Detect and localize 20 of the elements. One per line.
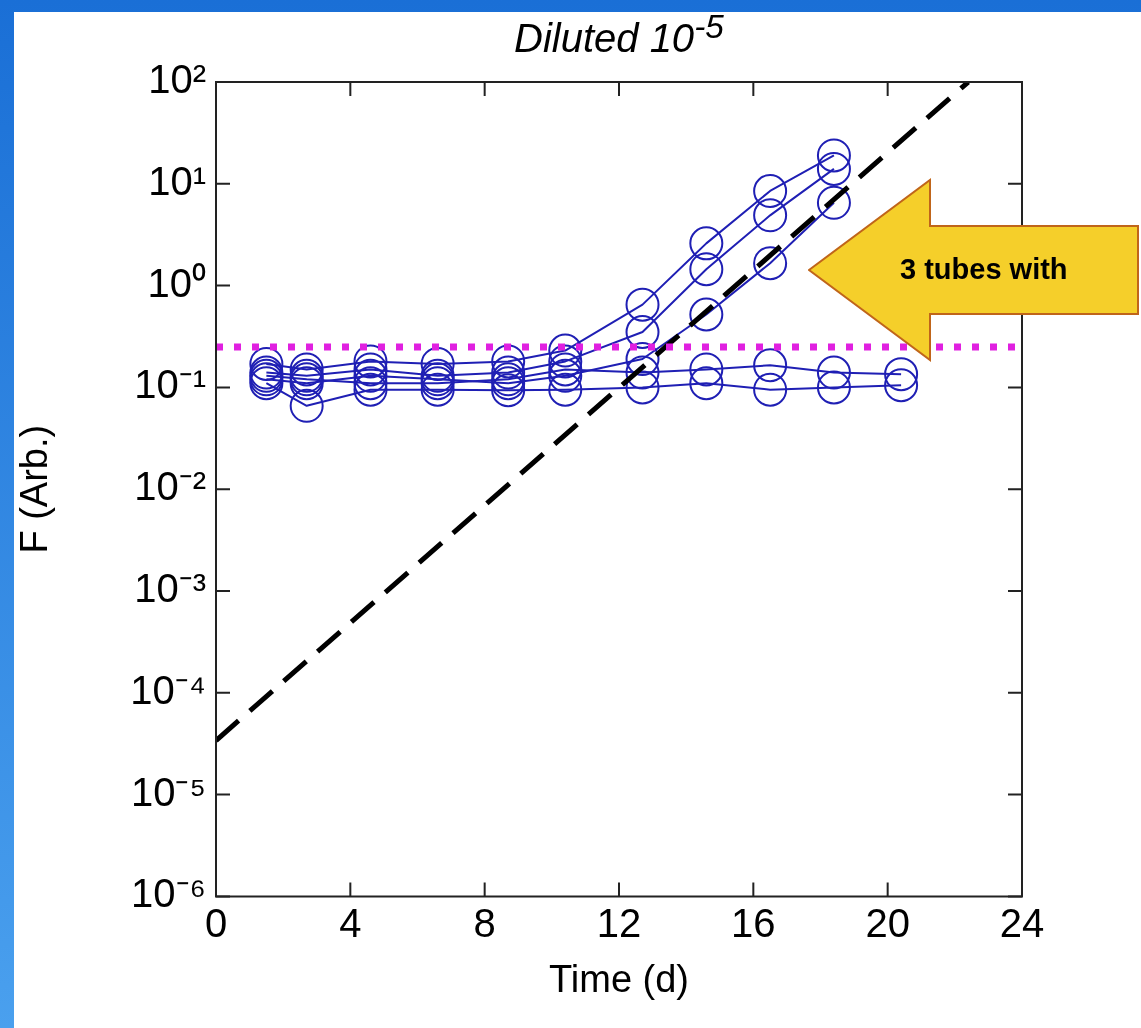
x-axis-title: Time (d) [548,957,690,1000]
y-tick-label: 10⁰ [147,260,206,305]
y-tick-label: 10² [148,57,206,102]
x-tick-label: 8 [473,901,496,946]
annotation: 3 tubes with [900,253,1068,286]
x-tick-label: 16 [731,901,776,946]
x-tick-label: 4 [339,901,362,946]
x-tick-label: 12 [596,901,642,946]
y-tick-label: 10⁻³ [134,566,206,611]
x-tick-label: 24 [999,901,1045,946]
y-tick-label: 10⁻¹ [134,362,206,407]
chart-title: Diluted 10$^{-5}$ [514,8,724,62]
x-tick-label: 0 [204,901,228,946]
y-tick-label: 10¹ [148,158,206,203]
y-tick-label: 10⁻⁶ [131,871,206,916]
x-tick-label: 20 [865,901,910,946]
y-tick-label: 10⁻² [134,464,206,509]
y-tick-label: 10⁻⁵ [130,769,206,814]
y-axis-title: F (Arb.) [13,424,56,554]
y-tick-label: 10⁻⁴ [130,667,206,712]
